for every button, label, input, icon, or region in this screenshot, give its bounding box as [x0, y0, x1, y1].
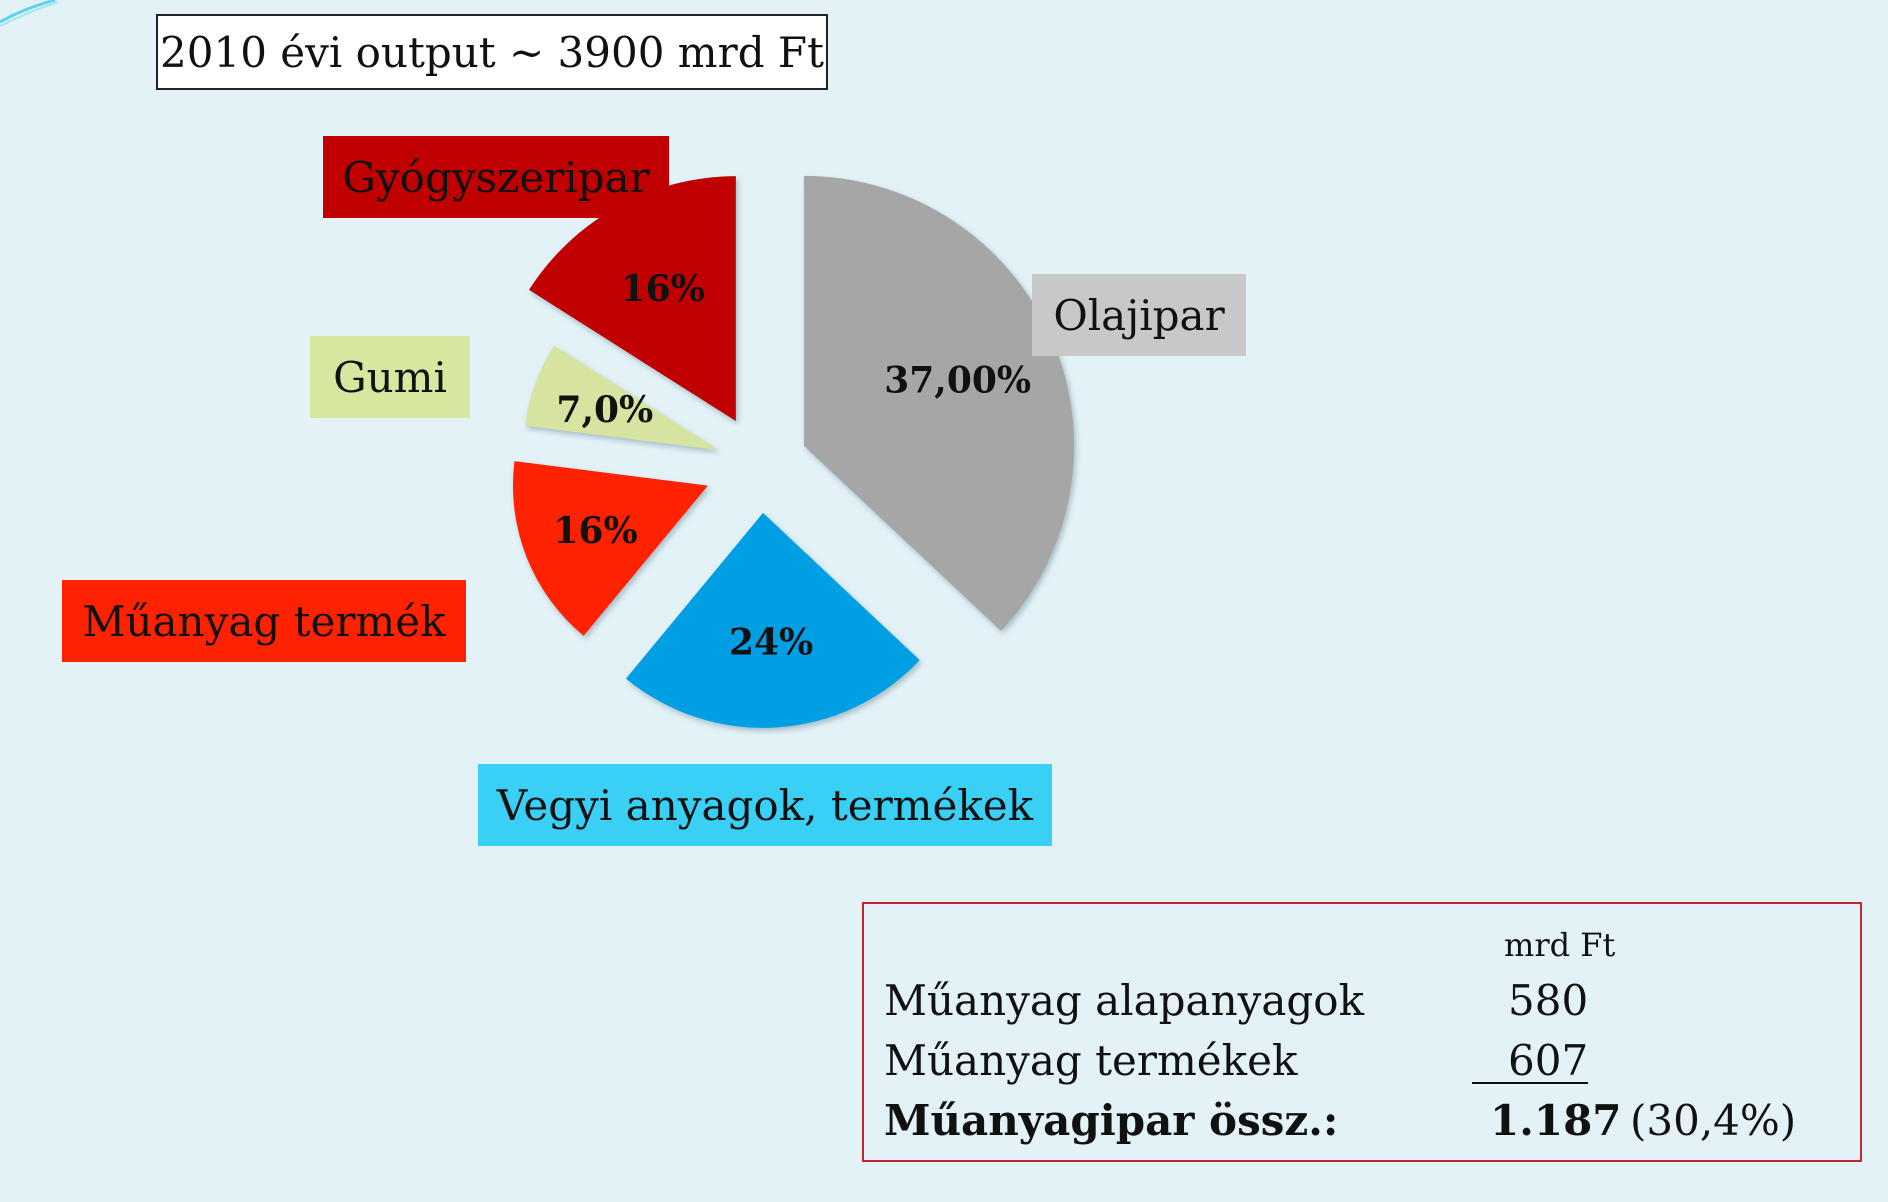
summary-row-value: 580	[1508, 976, 1589, 1025]
pie-slice-olajipar	[804, 175, 1075, 631]
pie-slice-muanyag-termek	[512, 461, 708, 636]
slice-value-label: 37,00%	[884, 359, 1031, 401]
slice-value-label: 16%	[553, 510, 637, 552]
summary-box: mrd Ft Műanyag alapanyagok 580 Műanyag t…	[862, 902, 1862, 1162]
summary-total-label: Műanyagipar össz.:	[884, 1096, 1339, 1145]
category-label-olajipar: Olajipar	[1032, 274, 1246, 356]
category-label-muanyag-termek: Műanyag termék	[62, 580, 466, 662]
pie-slice-vegyi	[625, 512, 920, 728]
summary-unit: mrd Ft	[1504, 926, 1616, 964]
corner-decoration	[0, 0, 59, 27]
pie-slice-gyogyszeripar	[529, 176, 736, 422]
category-label-gyogyszeripar: Gyógyszeripar	[323, 136, 669, 218]
chart-title: 2010 évi output ~ 3900 mrd Ft	[156, 14, 828, 90]
summary-row-value: 607	[1508, 1036, 1589, 1085]
pie-slice-gumi	[525, 345, 719, 451]
sum-underline	[1472, 1082, 1588, 1084]
slice-value-label: 7,0%	[556, 389, 653, 431]
summary-total-value: 1.187	[1490, 1096, 1622, 1145]
summary-row-label: Műanyag alapanyagok	[884, 976, 1365, 1025]
summary-row-label: Műanyag termékek	[884, 1036, 1298, 1085]
slice-value-label: 16%	[621, 268, 705, 310]
category-label-gumi: Gumi	[310, 336, 470, 418]
slice-value-label: 24%	[729, 622, 813, 664]
summary-total-percent: (30,4%)	[1630, 1096, 1797, 1145]
category-label-vegyi: Vegyi anyagok, termékek	[478, 764, 1052, 846]
